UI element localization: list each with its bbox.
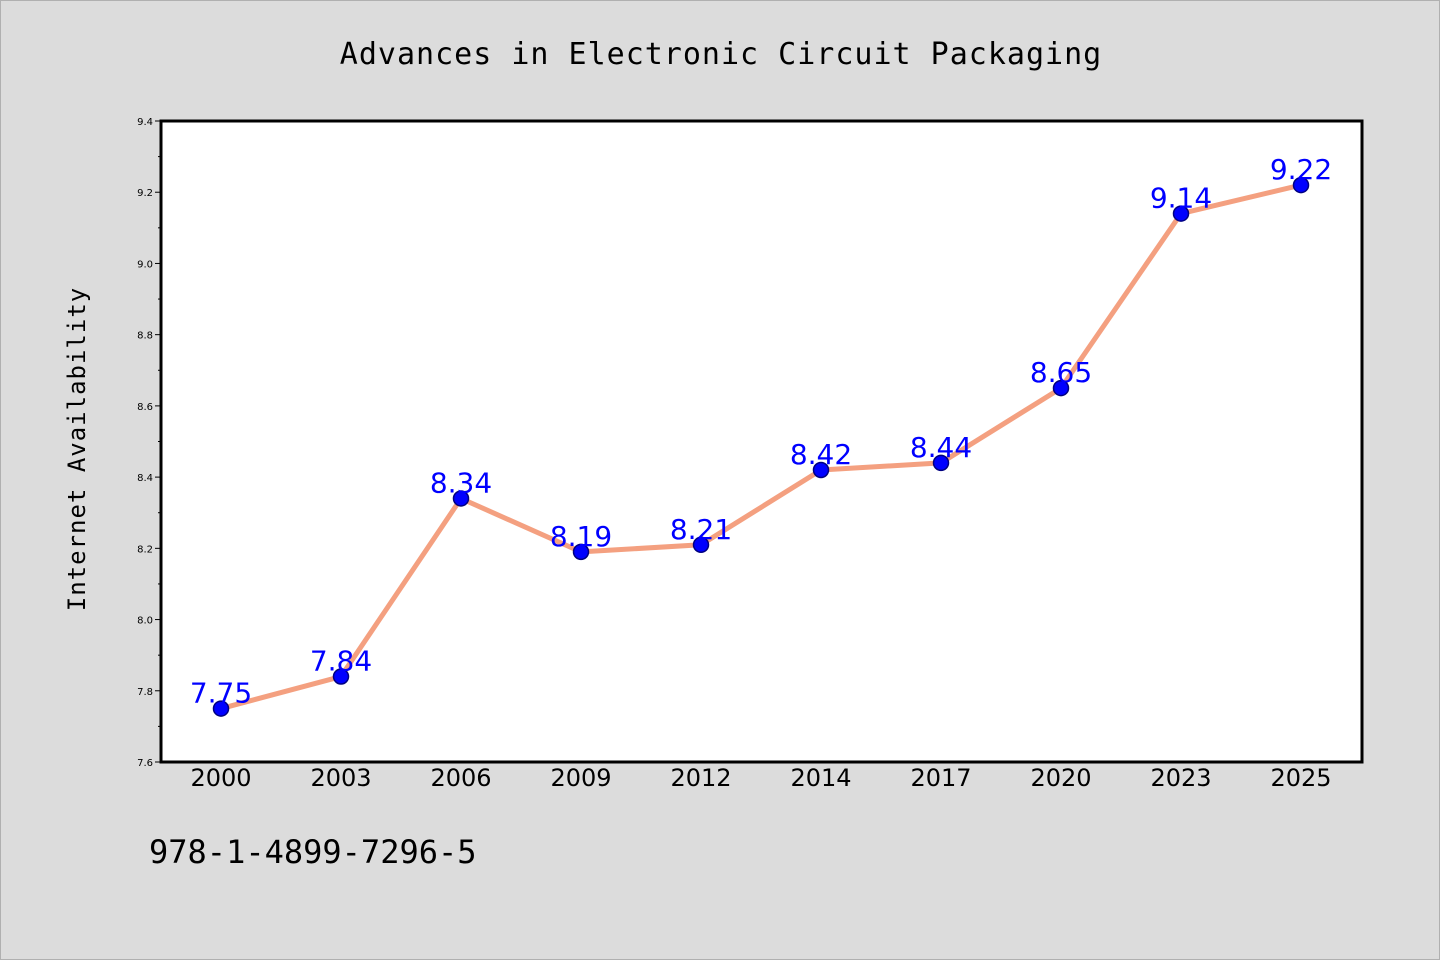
x-tick-label: 2006 xyxy=(430,764,491,792)
x-tick-label: 2014 xyxy=(790,764,851,792)
data-label: 8.65 xyxy=(1030,356,1092,389)
data-point xyxy=(932,454,950,472)
y-axis-title: Internet Availability xyxy=(63,287,91,611)
chart-title: Advances in Electronic Circuit Packaging xyxy=(340,37,1102,72)
y-tick-label: 9.4 xyxy=(137,117,153,128)
y-axis-ticks: 7.6 7.8 8.0 8.2 8.4 8.6 8.8 9.0 9.2 9.4 xyxy=(137,117,161,769)
data-label: 7.84 xyxy=(310,645,372,678)
y-tick-label: 8.4 xyxy=(137,473,153,484)
y-tick-label: 8.0 xyxy=(137,616,153,627)
y-tick-label: 7.6 xyxy=(137,758,153,769)
data-label: 9.14 xyxy=(1150,182,1212,215)
x-tick-label: 2017 xyxy=(910,764,971,792)
data-labels: 7.75 7.84 8.34 8.19 8.21 8.42 8.44 8.65 9.14 9.22 xyxy=(190,153,1332,709)
y-tick-label: 8.2 xyxy=(137,544,153,555)
y-tick-label: 7.8 xyxy=(137,687,153,698)
data-point xyxy=(1292,176,1310,194)
footnote-isbn: 978-1-4899-7296-5 xyxy=(149,833,477,871)
data-label: 9.22 xyxy=(1270,153,1332,186)
data-point xyxy=(212,700,230,717)
plot-area xyxy=(159,119,1364,764)
y-tick-label: 8.6 xyxy=(137,402,153,413)
x-axis-ticks: 2000 2003 2006 2009 2012 2014 2017 2020 2023 2025 xyxy=(190,764,1331,792)
x-tick-label: 2023 xyxy=(1150,764,1211,792)
data-point xyxy=(452,490,470,507)
data-point xyxy=(1052,379,1070,397)
data-label: 8.34 xyxy=(430,466,492,499)
y-tick-label: 9.2 xyxy=(137,188,153,199)
data-label: 8.19 xyxy=(550,520,612,553)
x-tick-label: 2012 xyxy=(670,764,731,792)
data-point xyxy=(572,543,590,561)
data-label: 8.21 xyxy=(670,513,732,546)
data-label: 8.44 xyxy=(910,431,972,464)
data-label: 8.42 xyxy=(790,438,852,471)
x-tick-label: 2025 xyxy=(1270,764,1331,792)
y-tick-label: 8.8 xyxy=(137,331,153,342)
data-label: 7.75 xyxy=(190,677,252,710)
x-tick-label: 2009 xyxy=(550,764,611,792)
series-group xyxy=(212,176,1310,717)
y-tick-label: 9.0 xyxy=(137,259,153,270)
x-tick-label: 2003 xyxy=(310,764,371,792)
data-point xyxy=(812,461,830,479)
x-tick-label: 2000 xyxy=(190,764,251,792)
x-tick-label: 2020 xyxy=(1030,764,1091,792)
data-point xyxy=(1172,205,1190,222)
series-line xyxy=(218,182,1304,712)
data-point xyxy=(332,668,350,685)
data-point xyxy=(692,536,710,554)
